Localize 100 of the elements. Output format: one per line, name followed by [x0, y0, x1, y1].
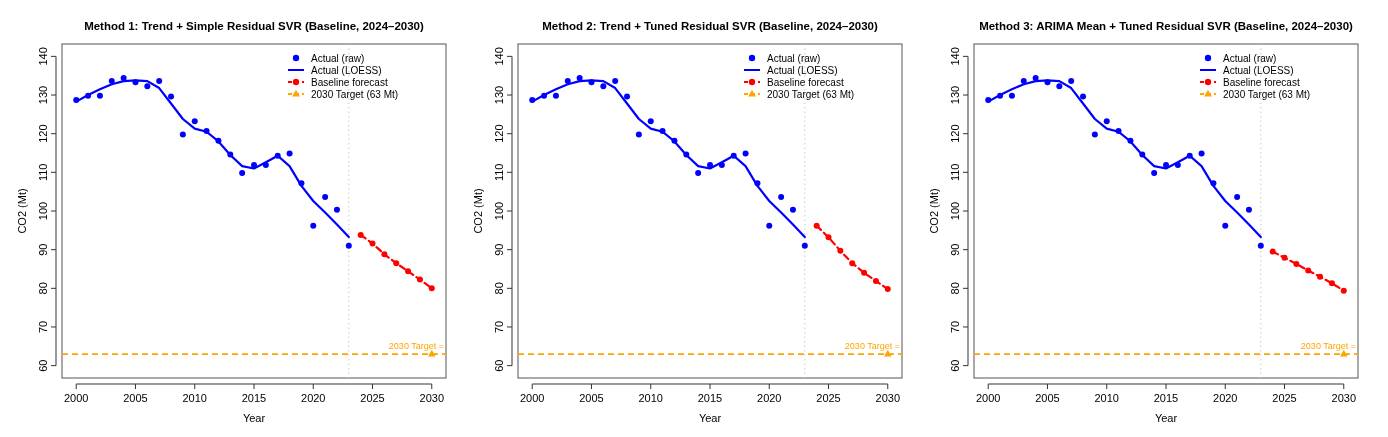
point [813, 222, 820, 229]
point [1257, 242, 1264, 249]
y-tick-label: 100 [493, 201, 505, 221]
point [345, 242, 352, 249]
chart-title: Method 3: ARIMA Mean + Tuned Residual SVR (Baseline, 2024–2030) [979, 20, 1354, 32]
x-axis-title: Year [242, 412, 266, 424]
point [1245, 206, 1252, 213]
point [1198, 150, 1205, 157]
y-tick-label: 110 [493, 163, 505, 182]
legend-label: Actual (raw) [1223, 52, 1277, 64]
point [695, 170, 702, 177]
point [1008, 92, 1015, 99]
x-tick-label: 2030 [1331, 392, 1357, 404]
x-tick-label: 2020 [1213, 392, 1238, 404]
x-tick-label: 2020 [757, 392, 782, 404]
y-tick-label: 100 [37, 201, 49, 221]
point [1281, 254, 1288, 261]
ref-line-label: 2030 Target = [844, 341, 900, 352]
point [789, 206, 796, 213]
y-tick-label: 70 [493, 320, 505, 334]
point [168, 93, 175, 100]
point [624, 93, 631, 100]
legend-label: Actual (LOESS) [767, 64, 838, 76]
point [742, 150, 749, 157]
x-tick-label: 2015 [1153, 392, 1179, 404]
legend-label: Baseline forecast [767, 76, 844, 88]
point [849, 260, 856, 267]
legend-label: Actual (raw) [767, 52, 821, 64]
point [416, 276, 423, 283]
x-tick-label: 2000 [519, 392, 545, 404]
point [156, 78, 163, 85]
point [1222, 222, 1229, 229]
y-tick-label: 140 [949, 47, 961, 66]
ref-line-label: 2030 Target = [388, 341, 444, 352]
y-tick-label: 90 [493, 243, 505, 256]
point [884, 286, 891, 293]
x-tick-label: 2030 [875, 392, 901, 404]
x-axis-title: Year [698, 412, 722, 424]
x-axis-title: Year [1154, 412, 1178, 424]
point [1340, 287, 1347, 294]
point [647, 118, 654, 125]
point [428, 285, 435, 292]
y-tick-label: 140 [37, 47, 49, 66]
y-tick-label: 110 [37, 163, 49, 182]
y-tick-label: 60 [493, 359, 505, 372]
point [707, 162, 713, 168]
point [405, 268, 412, 275]
point [322, 194, 329, 201]
point [251, 162, 257, 168]
x-tick-label: 2025 [816, 392, 841, 404]
point [1317, 273, 1324, 280]
y-tick-label: 110 [949, 163, 961, 182]
point [1091, 131, 1098, 138]
x-tick-label: 2020 [301, 392, 326, 404]
point [861, 269, 868, 276]
chart-title: Method 2: Trend + Tuned Residual SVR (Baseline, 2024–2030) [542, 20, 878, 32]
legend-label: Baseline forecast [1223, 76, 1300, 88]
point [1056, 83, 1063, 90]
y-axis-title: CO2 (Mt) [16, 188, 28, 234]
point [635, 131, 642, 138]
point [1068, 78, 1075, 85]
point [1293, 260, 1300, 267]
point [1020, 78, 1027, 85]
y-tick-label: 120 [949, 124, 961, 143]
y-axis-title: CO2 (Mt) [928, 188, 940, 234]
chart-title: Method 1: Trend + Simple Residual SVR (Baseline, 2024–2030) [84, 20, 425, 32]
point [357, 231, 364, 238]
y-tick-label: 70 [949, 320, 961, 334]
point [825, 234, 832, 241]
y-tick-label: 120 [37, 124, 49, 143]
point [778, 194, 785, 201]
legend-label: 2030 Target (63 Mt) [767, 88, 855, 100]
point [310, 222, 317, 229]
y-tick-label: 90 [949, 243, 961, 256]
point [239, 170, 246, 177]
x-tick-label: 2005 [1035, 392, 1060, 404]
point [179, 131, 186, 138]
y-tick-label: 70 [37, 320, 49, 334]
x-tick-label: 2010 [182, 392, 207, 404]
point [1328, 280, 1335, 287]
point [564, 78, 571, 85]
x-tick-label: 2000 [63, 392, 89, 404]
point [1080, 93, 1087, 100]
point [837, 247, 844, 254]
y-tick-label: 80 [949, 282, 961, 295]
legend-label: 2030 Target (63 Mt) [1223, 88, 1311, 100]
y-tick-label: 90 [37, 243, 49, 256]
y-tick-label: 120 [493, 124, 505, 143]
point [766, 222, 773, 229]
point [333, 206, 340, 213]
x-tick-label: 2010 [638, 392, 663, 404]
point [612, 78, 619, 85]
point [1234, 194, 1241, 201]
x-tick-label: 2030 [419, 392, 445, 404]
x-tick-label: 2000 [975, 392, 1001, 404]
x-tick-label: 2015 [241, 392, 267, 404]
y-tick-label: 60 [949, 359, 961, 372]
y-tick-label: 130 [949, 85, 961, 105]
y-tick-label: 140 [493, 47, 505, 66]
point [108, 78, 115, 85]
